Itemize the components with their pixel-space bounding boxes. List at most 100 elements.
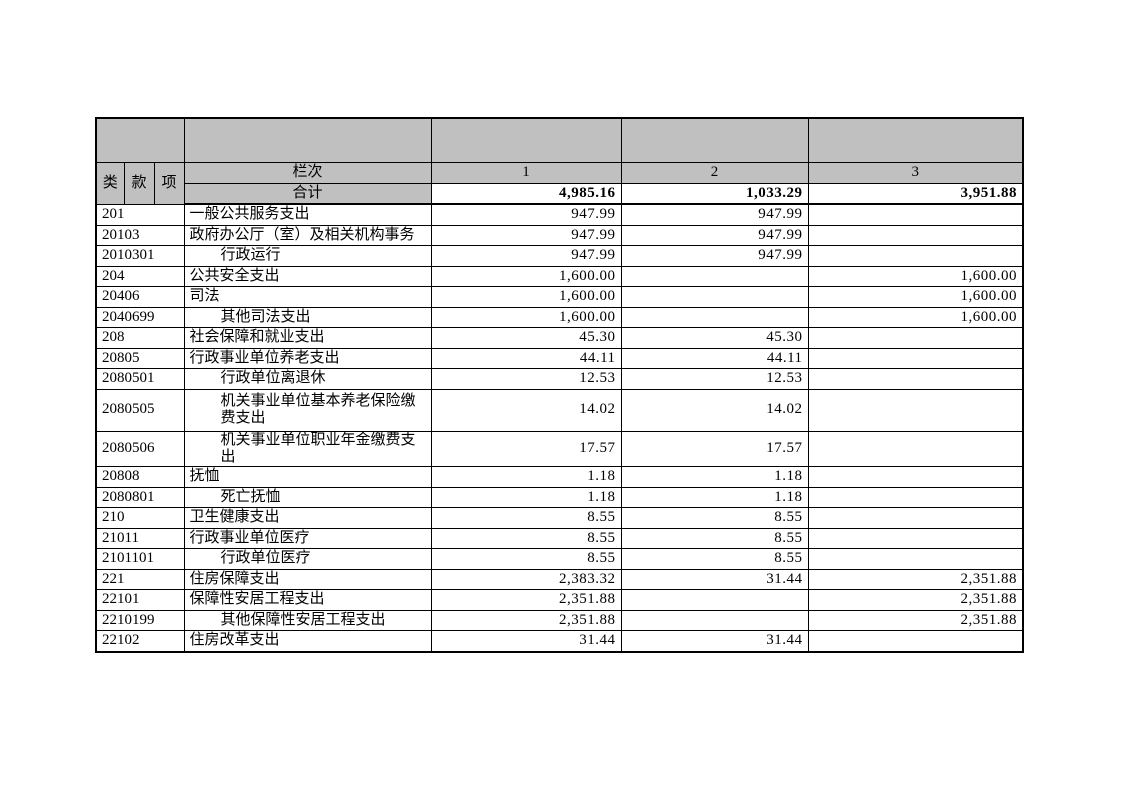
table-row: 20406 司法 1,600.00 1,600.00 — [95, 286, 1024, 308]
cell-code: 204 — [95, 265, 185, 287]
cell-col3: 2,351.88 — [807, 589, 1024, 611]
cell-name: 行政事业单位养老支出 — [183, 347, 432, 369]
cell-code: 208 — [95, 327, 185, 349]
cell-col1: 17.57 — [430, 430, 622, 467]
cell-col3 — [807, 203, 1024, 226]
cell-name: 机关事业单位基本养老保险缴费支出 — [183, 388, 432, 432]
cell-col2: 12.53 — [620, 368, 809, 390]
cell-col2: 45.30 — [620, 327, 809, 349]
table-row: 204 公共安全支出 1,600.00 1,600.00 — [95, 265, 1024, 287]
cell-code: 2210199 — [95, 609, 185, 631]
cell-name: 其他司法支出 — [183, 306, 432, 328]
cell-col1: 1,600.00 — [430, 286, 622, 308]
cell-name: 一般公共服务支出 — [183, 203, 432, 226]
cell-code: 201 — [95, 203, 185, 226]
cell-name: 保障性安居工程支出 — [183, 589, 432, 611]
column-number-1-cell: 1 — [430, 162, 622, 184]
cell-code: 20406 — [95, 286, 185, 308]
total-row: 合计 4,985.16 1,033.29 3,951.88 — [96, 183, 1024, 205]
table-row: 20808 抚恤 1.18 1.18 — [95, 466, 1024, 488]
table-row: 221 住房保障支出 2,383.32 31.44 2,351.88 — [95, 568, 1024, 590]
table-body: 201 一般公共服务支出 947.99 947.99 20103 政府办公厅（室… — [95, 203, 1024, 652]
table-row: 2080801 死亡抚恤 1.18 1.18 — [95, 486, 1024, 508]
cell-code: 20103 — [95, 224, 185, 246]
table-row: 21011 行政事业单位医疗 8.55 8.55 — [95, 527, 1024, 549]
cell-col2: 14.02 — [620, 388, 809, 432]
cell-name: 机关事业单位职业年金缴费支出 — [183, 430, 432, 467]
cell-col2 — [620, 306, 809, 328]
cell-code: 22102 — [95, 630, 185, 652]
table-row: 20103 政府办公厅（室）及相关机构事务 947.99 947.99 — [95, 224, 1024, 246]
cell-col1: 8.55 — [430, 527, 622, 549]
cell-code: 210 — [95, 507, 185, 529]
cell-name: 行政单位离退休 — [183, 368, 432, 390]
total-label-cell: 合计 — [183, 183, 432, 205]
item-header-cell: 项 — [153, 162, 185, 205]
cell-code: 2080801 — [95, 486, 185, 508]
cell-col3 — [807, 327, 1024, 349]
cell-col2 — [620, 609, 809, 631]
header-spacer-col2-cell — [620, 117, 809, 163]
cell-name: 社会保障和就业支出 — [183, 327, 432, 349]
cell-col3: 2,351.88 — [807, 568, 1024, 590]
cell-name: 行政运行 — [183, 245, 432, 267]
cell-col3 — [807, 466, 1024, 488]
cell-col2: 44.11 — [620, 347, 809, 369]
header-spacer-row — [95, 117, 1024, 163]
table-row: 208 社会保障和就业支出 45.30 45.30 — [95, 327, 1024, 349]
cell-col2: 8.55 — [620, 548, 809, 570]
table-row: 2210199 其他保障性安居工程支出 2,351.88 2,351.88 — [95, 609, 1024, 631]
header-spacer-col1-cell — [430, 117, 622, 163]
table-row: 22102 住房改革支出 31.44 31.44 — [95, 630, 1024, 652]
budget-table: 类 款 项 栏次 1 2 3 合计 4,985.16 1,033.29 3,95… — [95, 117, 1025, 653]
table-row: 2080506 机关事业单位职业年金缴费支出 17.57 17.57 — [95, 430, 1024, 467]
cell-col2: 947.99 — [620, 245, 809, 267]
cell-col2 — [620, 589, 809, 611]
class-header-cell: 类 — [95, 162, 125, 205]
cell-col1: 1.18 — [430, 486, 622, 508]
cell-col2 — [620, 265, 809, 287]
table-row: 2040699 其他司法支出 1,600.00 1,600.00 — [95, 306, 1024, 328]
cell-col3 — [807, 548, 1024, 570]
column-index-row: 类 款 项 栏次 1 2 3 — [95, 162, 1024, 205]
cell-col3 — [807, 224, 1024, 246]
cell-col3 — [807, 430, 1024, 467]
cell-code: 2080501 — [95, 368, 185, 390]
cell-col3 — [807, 486, 1024, 508]
cell-col1: 14.02 — [430, 388, 622, 432]
column-number-3-cell: 3 — [807, 162, 1024, 184]
cell-col1: 947.99 — [430, 245, 622, 267]
cell-col1: 12.53 — [430, 368, 622, 390]
cell-col2: 8.55 — [620, 507, 809, 529]
cell-name: 抚恤 — [183, 466, 432, 488]
cell-name: 政府办公厅（室）及相关机构事务 — [183, 224, 432, 246]
cell-code: 2101101 — [95, 548, 185, 570]
cell-col3 — [807, 388, 1024, 432]
budget-table-container: 类 款 项 栏次 1 2 3 合计 4,985.16 1,033.29 3,95… — [95, 117, 1025, 653]
cell-name: 行政单位医疗 — [183, 548, 432, 570]
cell-name: 卫生健康支出 — [183, 507, 432, 529]
cell-col1: 8.55 — [430, 548, 622, 570]
total-col3-cell: 3,951.88 — [807, 183, 1024, 205]
cell-col2: 947.99 — [620, 203, 809, 226]
lanci-label-cell: 栏次 — [183, 162, 432, 184]
cell-code: 221 — [95, 568, 185, 590]
cell-col1: 1,600.00 — [430, 265, 622, 287]
cell-name: 其他保障性安居工程支出 — [183, 609, 432, 631]
cell-code: 20808 — [95, 466, 185, 488]
table-row: 22101 保障性安居工程支出 2,351.88 2,351.88 — [95, 589, 1024, 611]
cell-col2: 31.44 — [620, 568, 809, 590]
header-spacer-name-cell — [183, 117, 432, 163]
table-row: 2010301 行政运行 947.99 947.99 — [95, 245, 1024, 267]
cell-col1: 2,351.88 — [430, 589, 622, 611]
cell-code: 21011 — [95, 527, 185, 549]
cell-col1: 31.44 — [430, 630, 622, 652]
cell-name: 行政事业单位医疗 — [183, 527, 432, 549]
cell-col1: 1,600.00 — [430, 306, 622, 328]
cell-name: 司法 — [183, 286, 432, 308]
cell-col1: 45.30 — [430, 327, 622, 349]
cell-col1: 947.99 — [430, 224, 622, 246]
cell-col3 — [807, 507, 1024, 529]
cell-col2: 1.18 — [620, 466, 809, 488]
